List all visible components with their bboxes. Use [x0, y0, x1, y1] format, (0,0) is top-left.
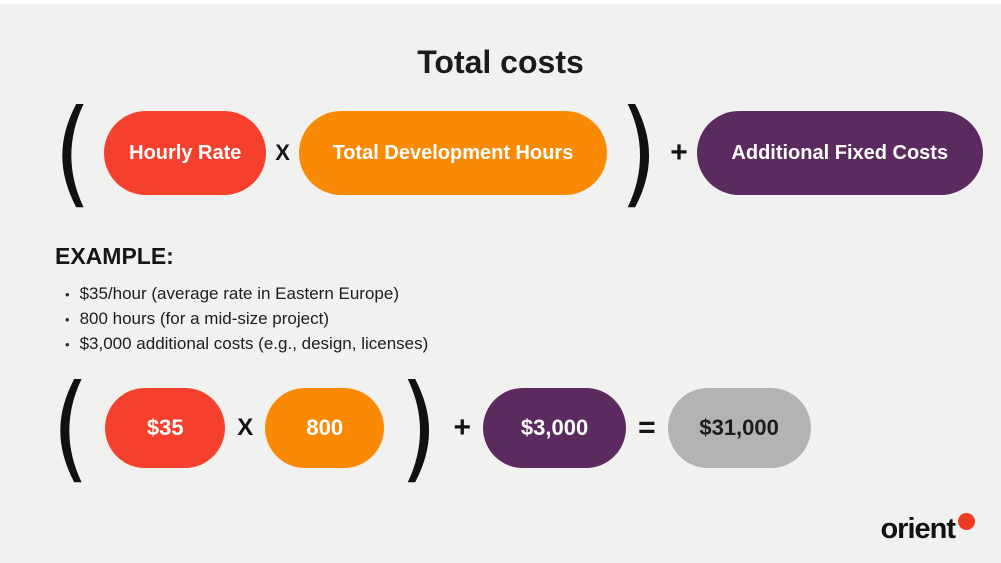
formula-row: ( Hourly Rate X Total Development Hours … [50, 95, 983, 211]
pill-total-development-hours-label: Total Development Hours [332, 141, 574, 164]
pill-total-value-label: $31,000 [699, 415, 779, 440]
multiply-sign: X [275, 140, 290, 165]
pill-additional-fixed-costs-label: Additional Fixed Costs [731, 141, 949, 164]
calculation-row: ( $35 X 800 ) + $3,000 = $31,000 [48, 370, 811, 486]
calc-plus-sign: + [453, 411, 472, 444]
logo-text: orient [880, 513, 956, 545]
example-section: EXAMPLE: • $35/hour (average rate in Eas… [55, 243, 428, 357]
pill-hourly-rate-label: Hourly Rate [129, 141, 242, 164]
bullet-icon: • [65, 287, 70, 302]
plus-sign: + [670, 136, 688, 169]
logo: orient [880, 513, 975, 545]
pill-hours-value-label: 800 [306, 415, 344, 440]
pill-total-development-hours: Total Development Hours [298, 111, 607, 195]
logo-dot-icon [958, 513, 975, 530]
example-bullet-additional-text: $3,000 additional costs (e.g., design, l… [79, 334, 429, 353]
page-title: Total costs [417, 44, 584, 80]
example-heading: EXAMPLE: [55, 243, 174, 269]
pill-total-value: $31,000 [667, 388, 811, 468]
example-bullet-hours: • 800 hours (for a mid-size project) [65, 307, 428, 332]
bullet-icon: • [65, 312, 70, 327]
pill-additional-fixed-costs: Additional Fixed Costs [696, 111, 983, 195]
example-bullet-rate-text: $35/hour (average rate in Eastern Europe… [79, 284, 399, 303]
pill-rate-value: $35 [105, 388, 226, 468]
example-bullet-additional: • $3,000 additional costs (e.g., design,… [65, 332, 428, 357]
example-bullet-hours-text: 800 hours (for a mid-size project) [79, 309, 329, 328]
top-strip [0, 0, 1001, 4]
bullet-icon: • [65, 337, 70, 352]
pill-hours-value: 800 [265, 388, 385, 468]
example-bullet-rate: • $35/hour (average rate in Eastern Euro… [65, 282, 428, 307]
example-list: • $35/hour (average rate in Eastern Euro… [65, 282, 428, 357]
pill-additional-value: $3,000 [483, 388, 627, 468]
pill-hourly-rate: Hourly Rate [104, 111, 267, 195]
pill-additional-value-label: $3,000 [520, 415, 589, 440]
pill-rate-value-label: $35 [146, 415, 184, 440]
calc-multiply-sign: X [237, 414, 254, 441]
equals-sign: = [638, 411, 656, 444]
